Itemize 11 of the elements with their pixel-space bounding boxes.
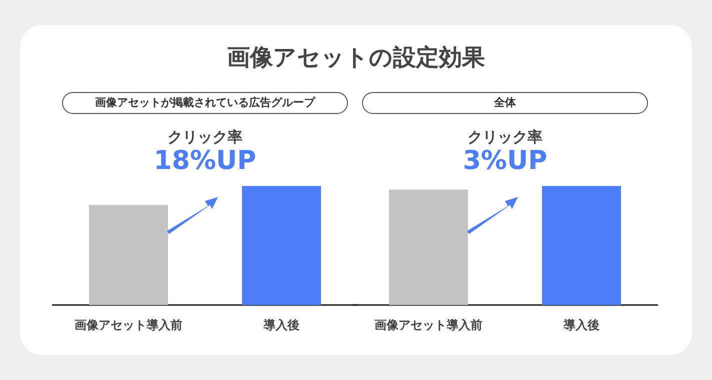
text: 18%UP <box>152 146 258 176</box>
chart-subtitle: クリック率 <box>466 128 544 147</box>
text: 画像アセットの設定効果 <box>226 44 486 73</box>
x-tick-label: 画像アセット導入前 <box>374 318 482 332</box>
text: 3%UP <box>462 146 548 176</box>
chart-title: 全体 <box>362 92 648 114</box>
chart-title: 画像アセットが掲載されている広告グループ <box>62 92 348 114</box>
x-tick-label: 導入後 <box>262 318 300 332</box>
x-tick-label: 導入後 <box>562 318 600 332</box>
chart-subtitle: クリック率 <box>166 128 244 147</box>
x-tick-label: 画像アセット導入前 <box>74 318 182 332</box>
